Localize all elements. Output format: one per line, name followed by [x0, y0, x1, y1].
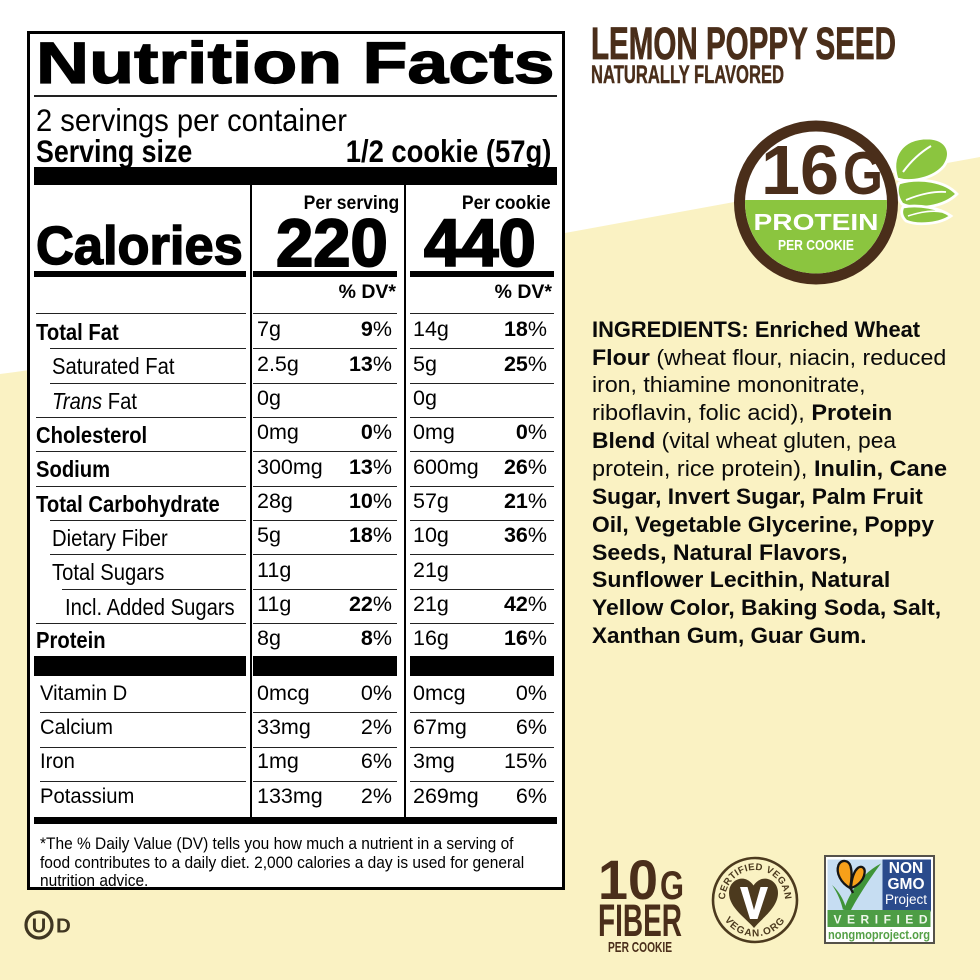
svg-text:PER COOKIE: PER COOKIE	[778, 238, 854, 254]
svg-text:10: 10	[598, 848, 658, 911]
svg-text:nongmoproject.org: nongmoproject.org	[828, 928, 930, 942]
svg-text:Project: Project	[885, 892, 927, 907]
svg-text:G: G	[660, 864, 684, 908]
svg-text:16: 16	[761, 131, 839, 209]
svg-text:NON: NON	[889, 860, 923, 877]
svg-text:FIBER: FIBER	[598, 895, 682, 946]
svg-text:G: G	[843, 140, 883, 207]
svg-text:U: U	[32, 916, 46, 938]
svg-text:NATURALLY FLAVORED: NATURALLY FLAVORED	[591, 61, 784, 89]
svg-text:GMO: GMO	[887, 876, 924, 893]
svg-text:D: D	[56, 915, 71, 938]
svg-text:PROTEIN: PROTEIN	[754, 209, 879, 235]
svg-text:PER COOKIE: PER COOKIE	[608, 939, 672, 956]
svg-text:LEMON POPPY SEED: LEMON POPPY SEED	[591, 20, 896, 69]
